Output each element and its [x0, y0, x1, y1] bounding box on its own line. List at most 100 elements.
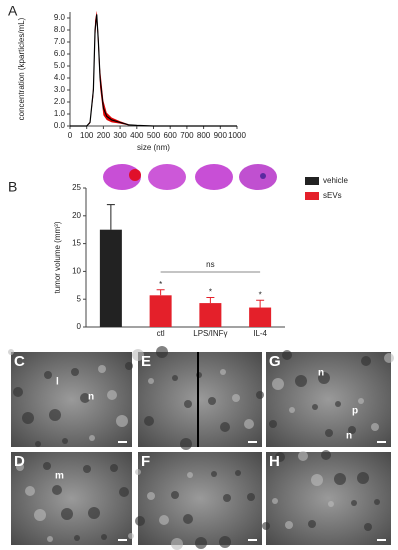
- x-tick-label: IL-4: [253, 329, 267, 338]
- texture: [374, 499, 380, 505]
- texture: [107, 390, 117, 400]
- texture: [144, 416, 154, 426]
- texture: [269, 420, 277, 428]
- size-distribution-line: [70, 14, 237, 127]
- y-tick-label: 10: [72, 267, 81, 276]
- texture: [361, 356, 371, 366]
- texture: [132, 349, 144, 361]
- texture: [318, 372, 330, 384]
- panel-label: F: [141, 453, 150, 470]
- texture: [357, 472, 369, 484]
- texture: [223, 494, 231, 502]
- texture: [8, 349, 14, 355]
- x-tick-label: 900: [214, 131, 228, 140]
- y-tick-label: 8.0: [54, 25, 66, 34]
- annotation: l: [56, 377, 59, 388]
- texture: [80, 393, 90, 403]
- texture: [183, 514, 193, 524]
- texture: [312, 404, 318, 410]
- texture: [220, 369, 226, 375]
- error-bar: [256, 299, 265, 308]
- y-tick-label: 4.0: [54, 73, 66, 82]
- texture: [25, 486, 35, 496]
- texture: [47, 536, 53, 542]
- texture: [311, 474, 323, 486]
- panel-label: B: [8, 179, 17, 195]
- texture: [244, 419, 254, 429]
- legend-label: vehicle: [323, 176, 348, 185]
- texture: [282, 350, 292, 360]
- y-tick-label: 15: [72, 239, 81, 248]
- bar: [99, 229, 122, 327]
- texture: [275, 452, 285, 462]
- y-tick-label: 1.0: [54, 109, 66, 118]
- texture: [71, 368, 79, 376]
- x-axis-label: size (nm): [137, 143, 170, 152]
- texture: [208, 397, 216, 405]
- legend-swatch: [305, 192, 319, 200]
- texture: [147, 492, 155, 500]
- texture: [364, 523, 372, 531]
- texture: [34, 509, 46, 521]
- error-bar: [206, 297, 215, 304]
- texture: [180, 438, 192, 450]
- texture: [101, 534, 107, 540]
- bar: [149, 295, 172, 327]
- texture: [247, 493, 255, 501]
- panel-label: D: [14, 453, 25, 470]
- x-tick-label: 500: [147, 131, 161, 140]
- panel-label: G: [269, 353, 281, 370]
- texture: [128, 533, 134, 539]
- legend-swatch: [305, 177, 319, 185]
- y-axis-label: concentration (kparticles/mL): [17, 17, 26, 120]
- y-tick-label: 6.0: [54, 49, 66, 58]
- y-tick-label: 25: [72, 183, 81, 192]
- texture: [308, 520, 316, 528]
- x-tick-label: 400: [130, 131, 144, 140]
- x-tick-label: 1000: [228, 131, 246, 140]
- texture: [89, 435, 95, 441]
- texture: [172, 375, 178, 381]
- y-tick-label: 0: [77, 322, 82, 331]
- texture: [159, 515, 169, 525]
- texture: [232, 394, 240, 402]
- y-tick-label: 20: [72, 211, 81, 220]
- texture: [272, 378, 284, 390]
- texture: [156, 346, 168, 358]
- y-tick-label: 3.0: [54, 85, 66, 94]
- texture: [289, 407, 295, 413]
- texture: [256, 391, 264, 399]
- texture: [371, 423, 379, 431]
- y-axis-label: tumor volume (mm³): [53, 221, 62, 293]
- texture: [148, 378, 154, 384]
- texture: [295, 375, 307, 387]
- x-tick-label: 300: [113, 131, 127, 140]
- texture: [98, 365, 106, 373]
- texture: [195, 537, 207, 549]
- panel-label: C: [14, 353, 25, 370]
- texture: [49, 409, 61, 421]
- texture: [22, 412, 34, 424]
- annotation: p: [352, 406, 358, 417]
- x-tick-label: ctl: [157, 329, 165, 338]
- panel-label: E: [141, 353, 151, 370]
- texture: [83, 465, 91, 473]
- y-tick-label: 0.0: [54, 121, 66, 130]
- x-tick-label: 0: [68, 131, 73, 140]
- significance-mark: *: [259, 290, 262, 299]
- texture: [187, 472, 193, 478]
- texture: [220, 422, 230, 432]
- micrograph: [266, 452, 391, 545]
- micrograph: [138, 352, 262, 447]
- texture: [334, 473, 346, 485]
- brain-images: [103, 164, 277, 190]
- texture: [43, 462, 51, 470]
- y-tick-label: 2.0: [54, 97, 66, 106]
- texture: [348, 426, 356, 434]
- texture: [62, 438, 68, 444]
- texture: [325, 429, 333, 437]
- significance-mark: *: [159, 280, 162, 289]
- texture: [74, 535, 80, 541]
- texture: [35, 441, 41, 447]
